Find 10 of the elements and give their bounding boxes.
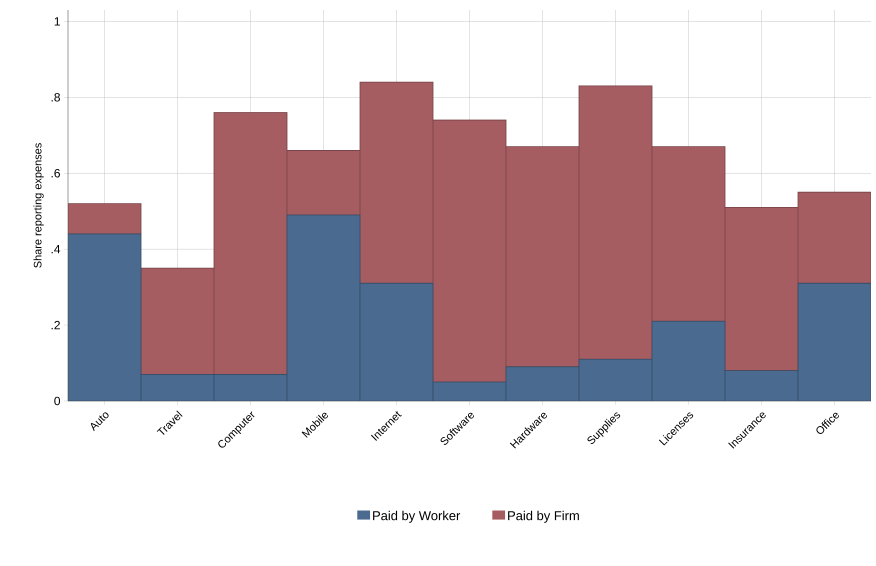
y-tick-label: .6 [52,168,60,178]
y-tick-label: .8 [52,93,60,102]
y-tick-label: 1 [54,17,60,26]
bar [68,203,142,234]
y-tick-label: .4 [52,245,60,254]
y-tick-label: .2 [52,320,60,330]
y-tick-label: 0 [54,396,60,406]
y-axis-title: Share reporting expenses [33,143,44,268]
legend-label: Paid by Firm [508,510,579,523]
legend-label: Paid by Worker [373,510,460,523]
